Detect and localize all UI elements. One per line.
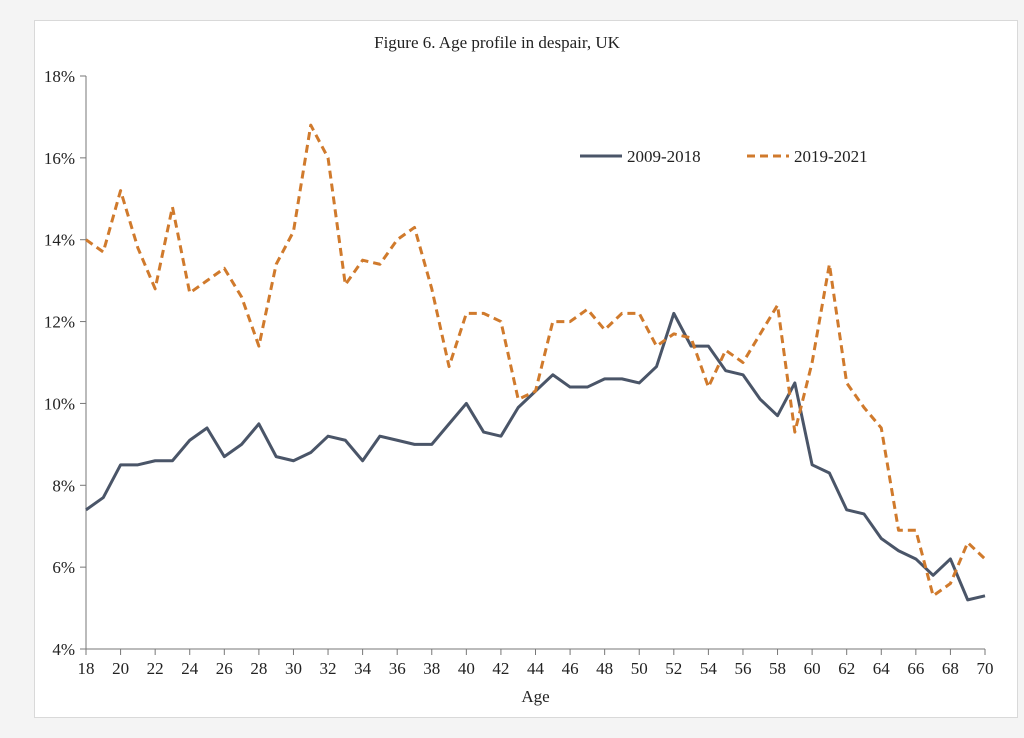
y-tick-label: 8% [52, 476, 75, 495]
x-tick-label: 34 [354, 659, 372, 678]
x-tick-label: 70 [977, 659, 994, 678]
x-axis: 18 20 22 24 26 28 30 32 34 36 38 40 42 44 46 48 50 52 54 56… [78, 648, 994, 678]
legend: 2009-2018 2019-2021 [580, 147, 868, 166]
x-tick-label: 52 [665, 659, 682, 678]
legend-label-2009-2018: 2009-2018 [627, 147, 701, 166]
series-layer [85, 123, 987, 602]
legend-label-2019-2021: 2019-2021 [794, 147, 868, 166]
x-tick-label: 44 [527, 659, 545, 678]
y-tick-label: 14% [44, 231, 75, 250]
y-tick-label: 12% [44, 313, 75, 332]
series-line-2019-2021 [85, 123, 987, 598]
y-tick-label: 4% [52, 640, 75, 659]
x-tick-label: 18 [78, 659, 95, 678]
line-chart: Figure 6. Age profile in despair, UK 4% 6… [44, 33, 994, 706]
x-tick-label: 46 [562, 659, 579, 678]
y-tick-label: 18% [44, 67, 75, 86]
y-tick-label: 16% [44, 149, 75, 168]
y-axis: 4% 6% 8% 10% 12% 14% 16% 18% [44, 67, 87, 659]
series-line-2009-2018 [85, 311, 986, 602]
x-tick-label: 42 [492, 659, 509, 678]
x-tick-label: 48 [596, 659, 613, 678]
x-axis-label: Age [521, 687, 549, 706]
x-tick-label: 50 [631, 659, 648, 678]
y-tick-label: 10% [44, 394, 75, 413]
x-tick-label: 20 [112, 659, 129, 678]
series-2009-2018 [85, 311, 986, 602]
x-tick-label: 32 [320, 659, 337, 678]
x-tick-label: 36 [389, 659, 406, 678]
x-tick-label: 62 [838, 659, 855, 678]
y-tick-label: 6% [52, 558, 75, 577]
chart-title: Figure 6. Age profile in despair, UK [374, 33, 620, 52]
x-tick-label: 26 [216, 659, 233, 678]
series-2019-2021 [85, 123, 987, 598]
x-tick-label: 58 [769, 659, 786, 678]
x-tick-label: 24 [181, 659, 199, 678]
x-tick-label: 22 [147, 659, 164, 678]
x-tick-label: 64 [873, 659, 891, 678]
chart-frame: Figure 6. Age profile in despair, UK 4% 6… [34, 20, 1018, 718]
x-tick-label: 40 [458, 659, 475, 678]
x-tick-label: 30 [285, 659, 302, 678]
x-tick-label: 38 [423, 659, 440, 678]
x-tick-label: 54 [700, 659, 718, 678]
x-tick-label: 68 [942, 659, 959, 678]
x-tick-label: 60 [804, 659, 821, 678]
x-tick-label: 28 [250, 659, 267, 678]
x-tick-label: 56 [734, 659, 751, 678]
x-tick-label: 66 [907, 659, 924, 678]
